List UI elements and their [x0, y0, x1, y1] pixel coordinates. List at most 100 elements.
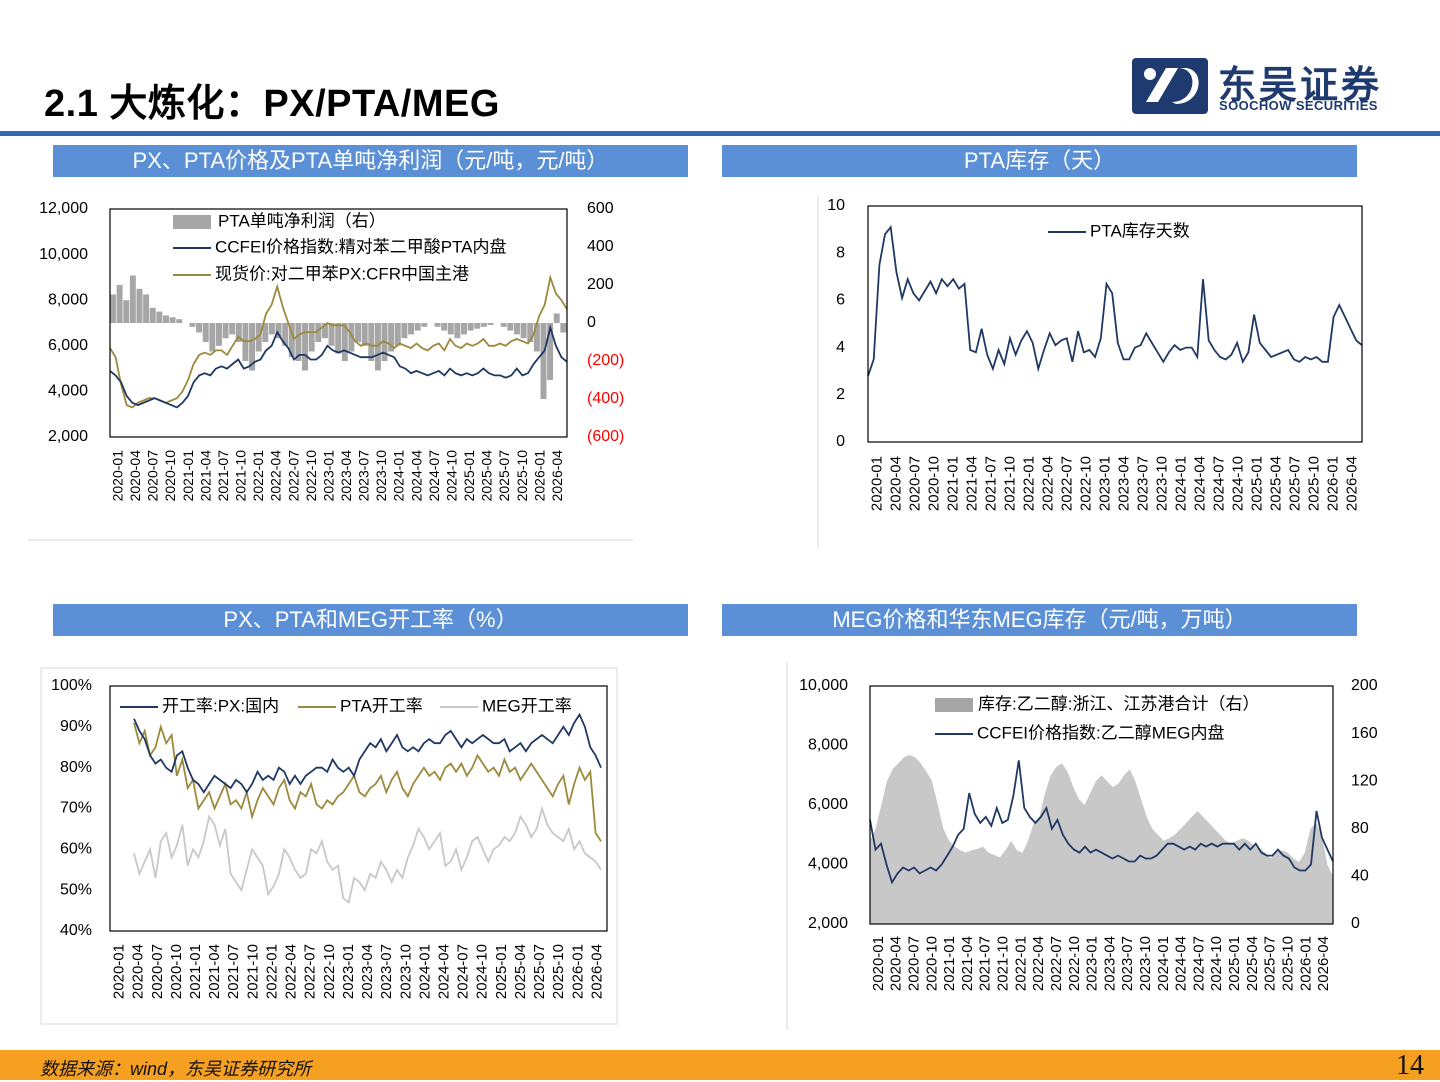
- chart2-x-tick-label: 2023-01: [1096, 456, 1113, 511]
- data-source-note: 数据来源：wind，东吴证券研究所: [40, 1059, 312, 1079]
- chart1-x-tick-label: 2025-01: [461, 450, 477, 502]
- chart1-x-tick-label: 2026-01: [531, 450, 547, 502]
- chart2-x-tick-label: 2026-04: [1343, 456, 1360, 511]
- profit-bar: [474, 323, 481, 329]
- chart2-x-tick-label: 2022-07: [1058, 456, 1075, 511]
- profit-bar: [467, 323, 474, 331]
- logo-english-name: SOOCHOW SECURITIES: [1219, 98, 1378, 113]
- profit-bar: [553, 313, 560, 323]
- chart4-legend-label: CCFEI价格指数:乙二醇MEG内盘: [977, 723, 1224, 742]
- profit-bar: [202, 323, 209, 342]
- chart1-y-right-tick-label: (400): [587, 390, 624, 407]
- chart1-y-right-tick-label: (200): [587, 352, 624, 369]
- chart3-legend-label: 开工率:PX:国内: [162, 696, 279, 715]
- profit-bar: [341, 323, 348, 361]
- page-number: 14: [1396, 1050, 1424, 1081]
- chart1-x-tick-label: 2021-01: [180, 450, 196, 502]
- chart4-x-tick-label: 2020-01: [870, 936, 887, 991]
- profit-bar: [414, 323, 421, 331]
- chart2-x-tick-label: 2022-10: [1077, 456, 1094, 511]
- profit-bar: [374, 323, 381, 371]
- chart3-x-tick-label: 2022-01: [263, 944, 280, 999]
- profit-bar: [533, 323, 540, 352]
- chart3-x-tick-label: 2025-04: [512, 944, 529, 999]
- chart1-x-tick-label: 2020-01: [109, 450, 125, 502]
- panel-title-meg: MEG价格和华东MEG库存（元/吨，万吨）: [722, 604, 1357, 636]
- chart1-y-left-tick-label: 8,000: [48, 291, 88, 308]
- panel-title-operating-rate: PX、PTA和MEG开工率（%）: [53, 604, 688, 636]
- pta-price-line: [109, 324, 568, 409]
- profit-bar: [527, 323, 534, 342]
- chart2-x-tick-label: 2022-04: [1039, 456, 1056, 511]
- profit-bar: [500, 323, 507, 327]
- chart4-x-tick-label: 2023-04: [1101, 936, 1118, 991]
- chart4-x-tick-label: 2023-01: [1084, 936, 1101, 991]
- chart2-x-tick-label: 2020-10: [925, 456, 942, 511]
- chart3-x-tick-label: 2022-10: [321, 944, 338, 999]
- meg-rate-line: [133, 805, 602, 904]
- pta-rate-line: [133, 722, 602, 842]
- chart4-x-tick-label: 2026-04: [1315, 936, 1332, 991]
- profit-bar: [421, 323, 428, 327]
- profit-bar: [169, 317, 176, 323]
- chart4-x-tick-label: 2025-07: [1262, 936, 1279, 991]
- profit-bar: [368, 323, 375, 361]
- profit-bar: [249, 323, 256, 371]
- chart2-x-tick-label: 2022-01: [1020, 456, 1037, 511]
- profit-bar: [434, 323, 441, 327]
- chart3-x-tick-label: 2025-10: [550, 944, 567, 999]
- chart2-x-tick-label: 2025-04: [1267, 456, 1284, 511]
- chart4-legend-swatch: [935, 698, 973, 712]
- chart1-y-right-tick-label: 0: [587, 314, 596, 331]
- chart3-x-tick-label: 2021-04: [206, 944, 223, 999]
- logo-mark-icon: [1132, 58, 1208, 114]
- panel-title-px-pta-price: PX、PTA价格及PTA单吨净利润（元/吨，元/吨）: [53, 145, 688, 177]
- chart1-x-tick-label: 2021-10: [233, 450, 249, 502]
- chart2-x-tick-label: 2024-10: [1229, 456, 1246, 511]
- chart3-y-tick-label: 50%: [60, 881, 92, 898]
- chart2-x-tick-label: 2024-01: [1172, 456, 1189, 511]
- profit-bar: [189, 323, 196, 327]
- chart1-x-tick-label: 2020-04: [127, 450, 143, 502]
- chart1-plot-frame: [109, 208, 568, 438]
- chart1-y-left-tick-label: 2,000: [48, 428, 88, 445]
- chart1-x-tick-label: 2024-04: [408, 450, 424, 502]
- profit-bar: [461, 323, 467, 335]
- chart3-y-tick-label: 80%: [60, 759, 92, 776]
- chart3-y-tick-label: 40%: [60, 922, 92, 939]
- chart3-x-tick-label: 2022-07: [302, 944, 319, 999]
- chart3-y-tick-label: 60%: [60, 841, 92, 858]
- profit-bar: [394, 323, 401, 346]
- px-rate-line: [133, 712, 602, 794]
- profit-bar: [123, 300, 130, 323]
- chart3-x-tick-label: 2021-07: [225, 944, 242, 999]
- chart4-x-tick-label: 2021-07: [977, 936, 994, 991]
- chart4-x-tick-label: 2020-10: [923, 936, 940, 991]
- chart1-y-right-tick-label: (600): [587, 428, 624, 445]
- profit-bar: [156, 311, 163, 323]
- chart4-y-right-tick-label: 160: [1351, 725, 1378, 742]
- chart4-y-right-tick-label: 80: [1351, 820, 1369, 837]
- chart2-y-tick-label: 10: [827, 197, 845, 214]
- chart4-x-tick-label: 2022-01: [1012, 936, 1029, 991]
- profit-bar: [348, 323, 355, 352]
- chart1-x-tick-label: 2023-07: [356, 450, 372, 502]
- profit-bar: [255, 323, 262, 352]
- chart4-legend-label: 库存:乙二醇:浙江、江苏港合计（右）: [978, 694, 1259, 713]
- chart4-x-tick-label: 2026-01: [1297, 936, 1314, 991]
- chart4-y-right-tick-label: 40: [1351, 868, 1369, 885]
- chart2-x-tick-label: 2024-07: [1210, 456, 1227, 511]
- profit-bar: [116, 285, 123, 323]
- profit-bar: [282, 323, 289, 346]
- chart2-x-tick-label: 2021-04: [963, 456, 980, 511]
- chart3-x-tick-label: 2026-04: [588, 944, 605, 999]
- chart3-x-tick-label: 2020-04: [130, 944, 147, 999]
- chart2-y-tick-label: 2: [836, 386, 845, 403]
- chart3-x-tick-label: 2024-07: [455, 944, 472, 999]
- profit-bar: [143, 294, 150, 323]
- profit-bar: [408, 323, 415, 335]
- chart4-x-tick-label: 2022-10: [1066, 936, 1083, 991]
- logo-chinese-name: 东吴证券: [1218, 65, 1383, 107]
- profit-bar: [275, 323, 282, 339]
- chart4-y-right-tick-label: 120: [1351, 772, 1378, 789]
